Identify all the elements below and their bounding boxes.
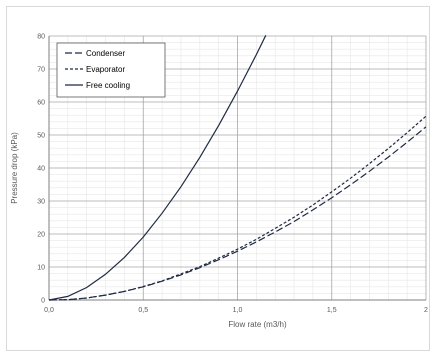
legend-label: Evaporator [86, 65, 125, 74]
y-axis-title: Pressure drop (kPa) [10, 132, 19, 204]
y-tick-label: 70 [37, 67, 45, 74]
legend-label: Condenser [86, 49, 125, 58]
series-line-evaporator [49, 115, 426, 301]
series-line-condenser [49, 126, 426, 301]
legend-box [56, 42, 166, 98]
y-tick-label: 30 [37, 199, 45, 206]
y-tick-label: 60 [37, 100, 45, 107]
x-axis-title: Flow rate (m3/h) [228, 320, 287, 329]
x-tick-label: 1,0 [233, 307, 243, 314]
y-tick-label: 10 [37, 265, 45, 272]
y-tick-label: 80 [37, 34, 45, 41]
y-tick-label: 20 [37, 232, 45, 239]
x-tick-label: 0,0 [44, 307, 54, 314]
series-line-free-cooling [49, 35, 267, 301]
x-tick-label: 2 [424, 307, 428, 314]
x-tick-label: 0,5 [138, 307, 148, 314]
legend-label: Free cooling [86, 81, 130, 90]
y-tick-label: 0 [41, 298, 45, 305]
y-tick-label: 40 [37, 166, 45, 173]
y-tick-label: 50 [37, 133, 45, 140]
x-tick-label: 1,5 [327, 307, 337, 314]
